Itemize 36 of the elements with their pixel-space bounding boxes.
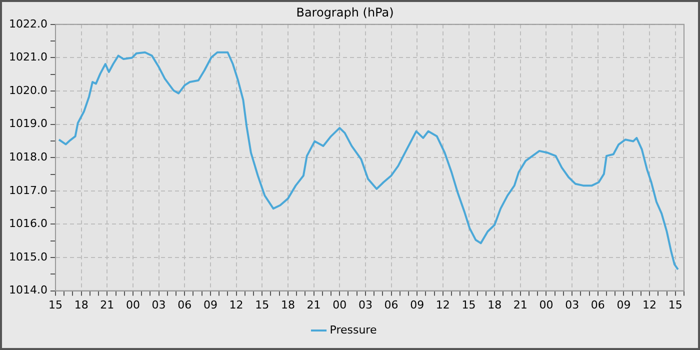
chart-title: Barograph (hPa) (296, 5, 394, 20)
y-tick-label: 1014.0 (8, 284, 48, 297)
y-tick-label: 1016.0 (8, 217, 48, 230)
x-tick-label: 18 (74, 298, 88, 312)
y-tick-label: 1017.0 (8, 184, 48, 197)
x-tick-label: 15 (668, 298, 682, 312)
x-tick-label: 18 (488, 298, 502, 312)
x-tick-label: 06 (384, 298, 398, 312)
y-tick-label: 1019.0 (8, 117, 48, 130)
x-tick-label: 21 (100, 298, 114, 312)
x-tick-label: 00 (126, 298, 140, 312)
x-tick-label: 21 (513, 298, 528, 312)
x-tick-label: 21 (306, 298, 321, 312)
x-tick-label: 12 (642, 298, 657, 312)
y-tick-label: 1022.0 (8, 17, 48, 30)
x-tick-label: 15 (255, 298, 270, 312)
x-tick-label: 15 (48, 298, 62, 312)
x-tick-label: 09 (410, 298, 424, 312)
x-tick-label: 03 (358, 298, 372, 312)
x-tick-label: 03 (152, 298, 166, 312)
x-tick-label: 06 (178, 298, 192, 312)
x-tick-label: 18 (280, 298, 295, 312)
y-tick-label: 1020.0 (8, 84, 48, 97)
y-tick-label: 1021.0 (8, 50, 48, 64)
x-tick-label: 06 (590, 298, 605, 312)
y-tick-label: 1015.0 (8, 250, 48, 264)
x-tick-label: 00 (332, 298, 347, 312)
x-tick-label: 00 (539, 298, 554, 312)
x-tick-label: 12 (229, 298, 244, 312)
x-tick-label: 09 (616, 298, 631, 312)
x-tick-label: 15 (462, 298, 476, 312)
x-tick-label: 09 (203, 298, 218, 312)
x-tick-label: 03 (565, 298, 580, 312)
x-tick-label: 12 (436, 298, 450, 312)
legend-label: Pressure (330, 323, 377, 336)
y-tick-label: 1018.0 (8, 150, 48, 164)
